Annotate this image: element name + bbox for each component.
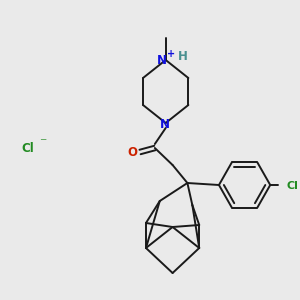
Text: N: N xyxy=(157,55,167,68)
Text: ⁻: ⁻ xyxy=(40,136,47,150)
Text: N: N xyxy=(160,118,170,130)
Text: +: + xyxy=(167,49,175,59)
Text: Cl: Cl xyxy=(286,181,298,191)
Text: Cl: Cl xyxy=(22,142,34,154)
Text: H: H xyxy=(178,50,188,64)
Text: O: O xyxy=(127,146,137,160)
